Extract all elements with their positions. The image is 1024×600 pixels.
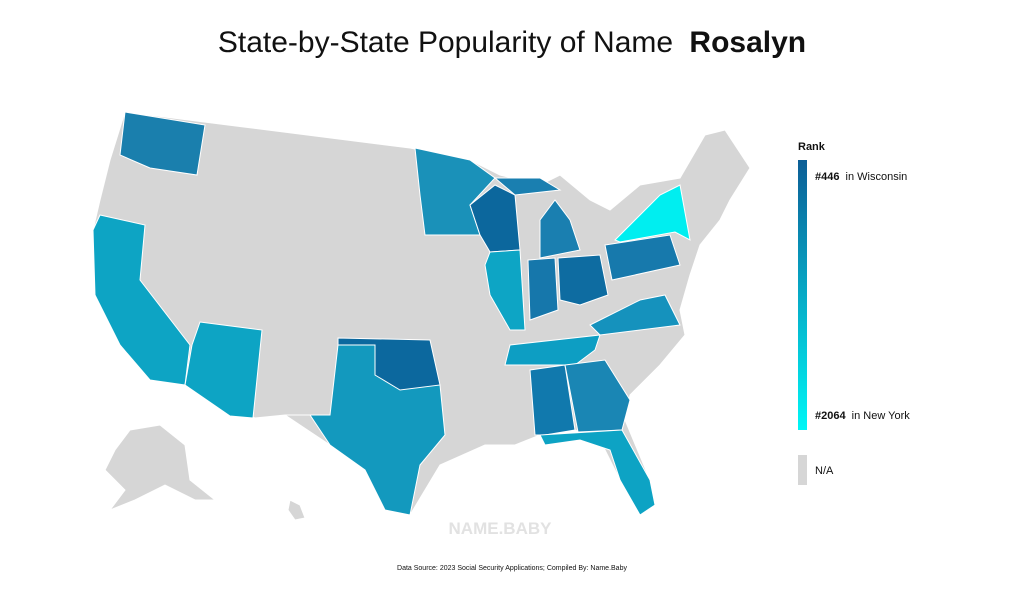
- colored-states: [92, 111, 691, 516]
- legend-high-state: in Wisconsin: [846, 171, 908, 183]
- legend-na-label: N/A: [815, 465, 834, 477]
- state-region: [539, 429, 656, 516]
- state-region: [92, 214, 191, 386]
- state-region: [557, 254, 609, 306]
- legend-low-state: in New York: [852, 410, 911, 422]
- state-region: [119, 111, 206, 176]
- legend-gradient: [798, 160, 807, 430]
- title-name: Rosalyn: [689, 26, 806, 59]
- state-region: [337, 337, 441, 391]
- legend-low: #2064 in New York: [815, 410, 910, 422]
- state-region: [493, 177, 562, 196]
- legend-title: Rank: [798, 141, 826, 153]
- state-region: [527, 257, 559, 321]
- state-region: [564, 359, 631, 433]
- legend-high: #446 in Wisconsin: [815, 171, 907, 183]
- alaska: [104, 424, 217, 512]
- state-region: [604, 234, 681, 281]
- legend-na-swatch: [798, 455, 807, 485]
- legend-high-rank: #446: [815, 171, 839, 183]
- watermark: NAME.BABY: [449, 519, 553, 538]
- hawaii: [287, 499, 306, 521]
- state-region: [184, 321, 263, 419]
- legend-low-rank: #2064: [815, 410, 846, 422]
- title-text: State-by-State Popularity of Name: [218, 26, 673, 59]
- title: State-by-State Popularity of Name Rosaly…: [218, 26, 806, 59]
- state-region: [589, 294, 681, 336]
- state-region: [539, 199, 581, 259]
- source: Data Source: 2023 Social Security Applic…: [397, 565, 627, 572]
- state-region: [484, 249, 526, 331]
- state-region: [529, 364, 576, 436]
- state-region: [614, 184, 691, 243]
